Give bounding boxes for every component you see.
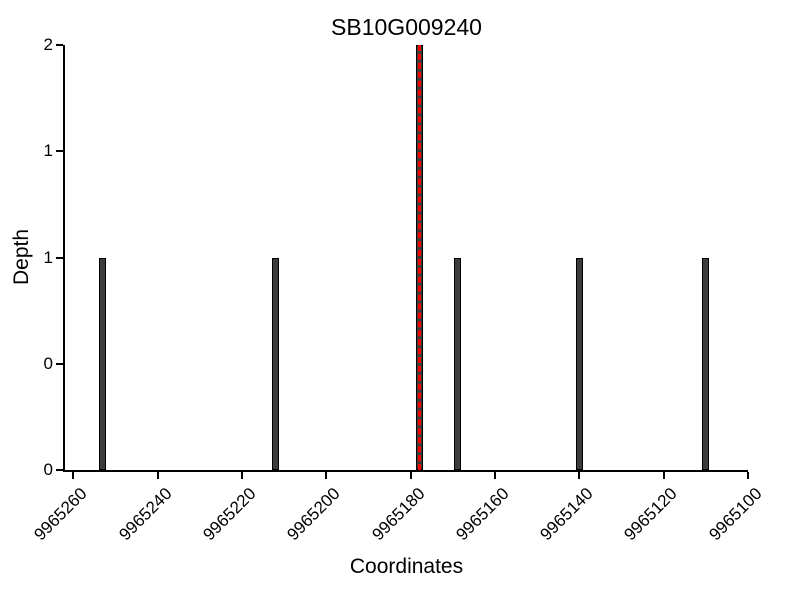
x-tick-label: 9965260 bbox=[30, 484, 91, 545]
x-tick bbox=[747, 472, 749, 479]
x-axis-label: Coordinates bbox=[349, 555, 464, 578]
depth-bar bbox=[453, 257, 461, 470]
depth-bar bbox=[272, 257, 280, 470]
y-axis-line bbox=[63, 45, 65, 472]
x-tick-label: 9965240 bbox=[114, 484, 176, 545]
x-tick-label: 9965160 bbox=[452, 484, 513, 545]
x-tick bbox=[409, 472, 412, 479]
x-tick-label: 9965100 bbox=[705, 484, 766, 545]
y-tick-label: 1 bbox=[43, 141, 53, 161]
y-tick bbox=[56, 469, 63, 471]
depth-bar bbox=[702, 257, 710, 470]
y-tick bbox=[56, 362, 63, 365]
y-tick-label: 0 bbox=[43, 460, 53, 479]
x-tick-label: 9965180 bbox=[367, 484, 429, 545]
y-tick-label: 2 bbox=[43, 35, 53, 54]
x-tick bbox=[578, 472, 581, 479]
x-tick-label: 9965200 bbox=[283, 484, 344, 545]
y-tick bbox=[56, 44, 63, 46]
x-tick bbox=[325, 472, 328, 479]
x-axis-line bbox=[63, 470, 748, 472]
x-tick-label: 9965140 bbox=[536, 484, 597, 545]
y-tick-label: 0 bbox=[43, 353, 53, 373]
x-tick bbox=[494, 472, 497, 479]
x-tick bbox=[156, 472, 159, 479]
highlight-marker-line bbox=[417, 45, 421, 470]
x-tick bbox=[662, 472, 665, 479]
depth-bar bbox=[99, 257, 107, 470]
y-tick-label: 1 bbox=[43, 247, 53, 267]
x-tick bbox=[241, 472, 244, 479]
x-tick-label: 9965120 bbox=[620, 484, 682, 545]
x-tick bbox=[72, 472, 75, 479]
y-tick bbox=[56, 150, 63, 153]
x-tick-label: 9965220 bbox=[199, 484, 260, 545]
chart-title: SB10G009240 bbox=[331, 14, 482, 40]
y-tick bbox=[56, 256, 63, 259]
depth-bar bbox=[575, 257, 583, 470]
